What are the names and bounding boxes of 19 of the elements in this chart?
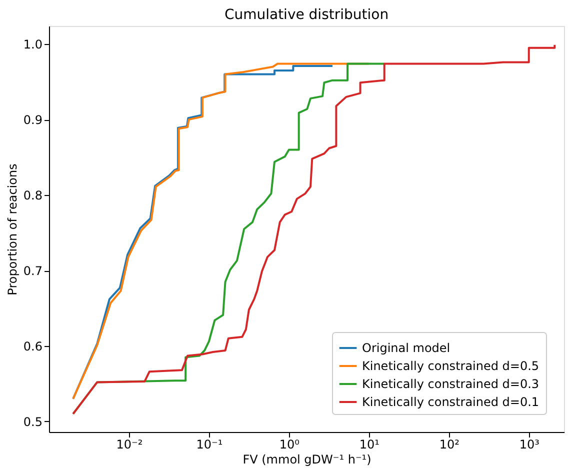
x-tick-label: 10²	[439, 438, 460, 452]
y-tick-label: 0.9	[23, 113, 42, 128]
x-tick-label: 10⁰	[279, 438, 300, 452]
chart-title: Cumulative distribution	[224, 7, 389, 23]
y-axis-title: Proportion of reacions	[5, 164, 20, 296]
x-tick-label: 10⁻¹	[196, 438, 223, 452]
y-tick-label: 0.8	[23, 188, 42, 203]
legend-label: Kinetically constrained d=0.3	[362, 377, 540, 391]
x-axis-title: FV (mmol gDW⁻¹ h⁻¹)	[242, 452, 372, 466]
legend-label: Kinetically constrained d=0.5	[362, 359, 540, 373]
x-tick-label: 10¹	[359, 438, 380, 452]
legend-label: Kinetically constrained d=0.1	[362, 395, 540, 409]
y-tick-label: 0.6	[23, 339, 42, 354]
y-tick-label: 0.5	[23, 414, 42, 429]
x-tick-label: 10⁻²	[116, 438, 143, 452]
y-tick-label: 0.7	[23, 264, 42, 278]
y-tick-label: 1.0	[23, 38, 42, 52]
legend-label: Original model	[362, 341, 450, 355]
x-tick-label: 10³	[519, 438, 540, 452]
